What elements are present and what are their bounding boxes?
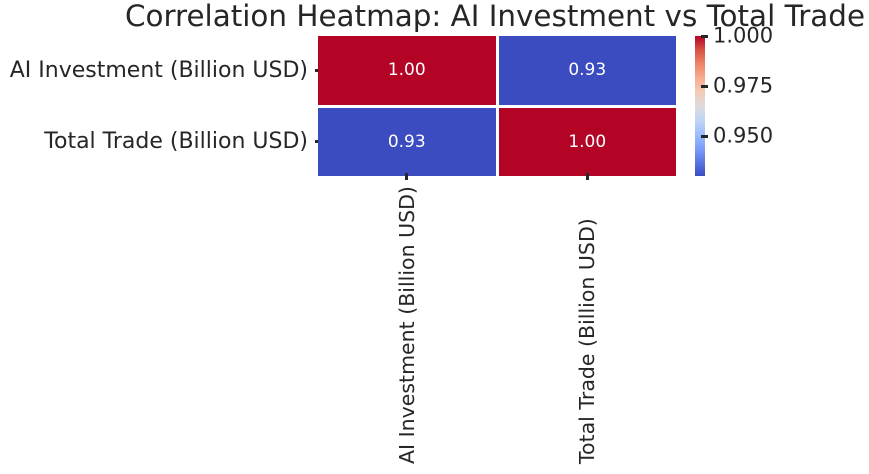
heatmap-cell-r0c1: 0.93: [498, 36, 676, 105]
colorbar-label-1000: 1.000: [713, 23, 774, 48]
colorbar-tick-1000: [701, 34, 708, 38]
colorbar-label-0950: 0.950: [713, 123, 774, 148]
x-axis-tick-col2: [585, 172, 589, 180]
cell-value-r0c0: 1.00: [387, 60, 426, 81]
colorbar-label-0975: 0.975: [713, 73, 774, 98]
colorbar-gradient: [695, 36, 705, 176]
chart-title: Correlation Heatmap: AI Investment vs To…: [124, 0, 866, 33]
heatmap-cell-r0c0: 1.00: [318, 36, 496, 105]
cell-value-r1c0: 0.93: [387, 131, 426, 152]
colorbar-tick-0950: [701, 134, 708, 138]
colorbar-tick-0975: [701, 84, 708, 88]
cell-value-r0c1: 0.93: [568, 60, 607, 81]
heatmap-cell-r1c1: 1.00: [498, 107, 676, 176]
cell-value-r1c1: 1.00: [568, 131, 607, 152]
x-axis-tick-col1: [405, 172, 409, 180]
y-tick-label-total-trade: Total Trade (Billion USD): [44, 128, 308, 154]
heatmap-grid: 1.00 0.93 0.93 1.00: [318, 36, 676, 176]
y-tick-label-ai-investment: AI Investment (Billion USD): [9, 57, 308, 83]
x-tick-label-ai-investment: AI Investment (Billion USD): [394, 185, 419, 464]
x-tick-label-total-trade: Total Trade (Billion USD): [575, 217, 599, 464]
heatmap-cell-r1c0: 0.93: [318, 107, 496, 176]
